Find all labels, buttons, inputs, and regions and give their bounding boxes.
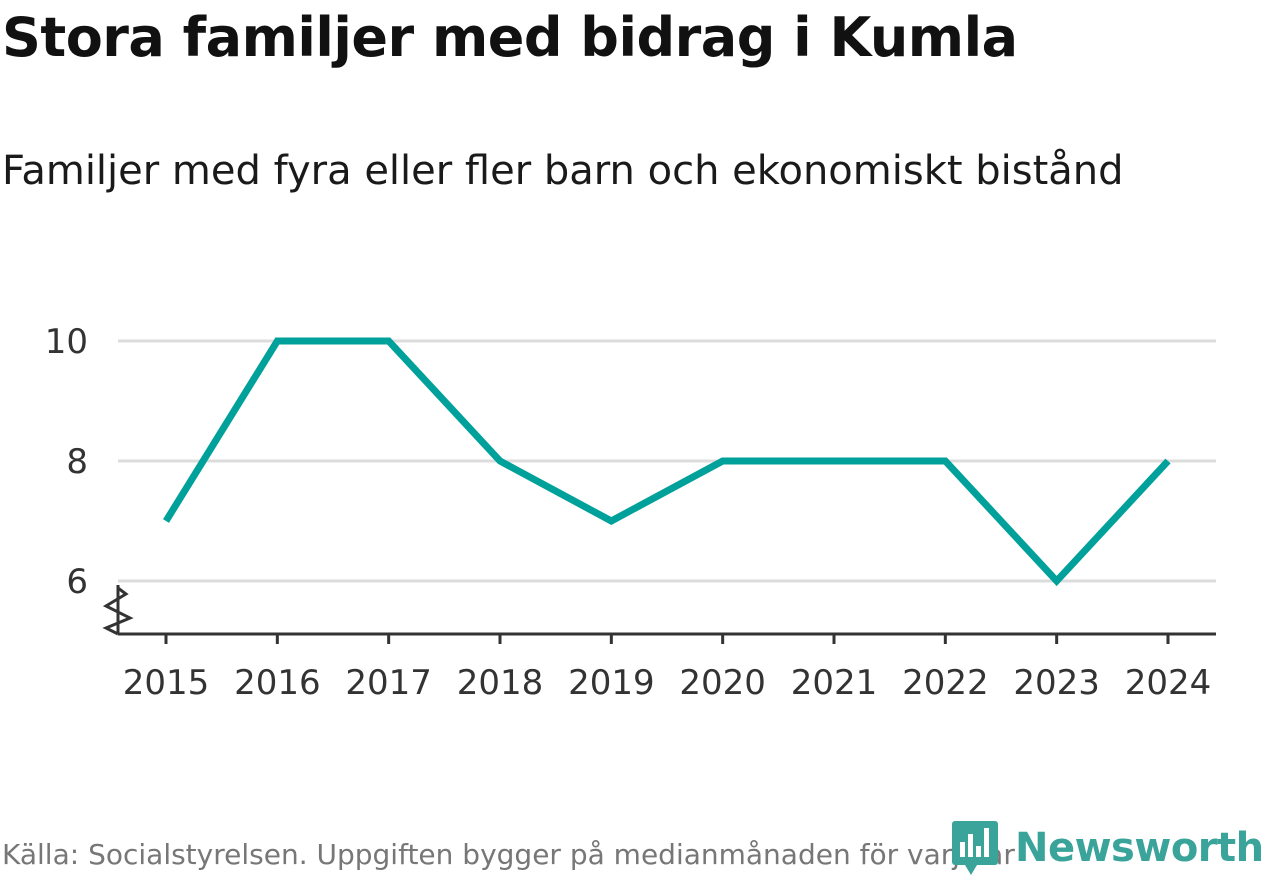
x-tick-label: 2017: [345, 663, 432, 703]
x-tick-label: 2021: [791, 663, 878, 703]
newsworthy-logo-icon: [952, 821, 998, 875]
tick-labels: 6 8 10 2015 2016 2017 2018 2019 2020 2021 2022 2023…: [45, 322, 1212, 703]
x-tick-label: 2023: [1013, 663, 1100, 703]
x-tick-label: 2024: [1125, 663, 1212, 703]
axes: [102, 585, 1216, 644]
y-tick-label: 10: [45, 322, 88, 362]
x-tick-label: 2022: [902, 663, 989, 703]
x-tick-label: 2019: [568, 663, 655, 703]
source-note: Källa: Socialstyrelsen. Uppgiften bygger…: [2, 838, 1015, 871]
y-tick-label: 6: [66, 562, 88, 602]
series-line: [163, 337, 1171, 587]
y-axis-break-marker: [102, 586, 134, 636]
x-tick-label: 2018: [457, 663, 544, 703]
newsworthy-logo: Newsworthy: [951, 818, 1262, 878]
x-tick-label: 2015: [123, 663, 210, 703]
chart-title: Stora familjer med bidrag i Kumla: [2, 6, 1018, 69]
series: [163, 337, 1171, 587]
chart-subtitle: Familjer med fyra eller fler barn och ek…: [2, 148, 1124, 194]
gridlines: [118, 339, 1216, 583]
logo-text: Newsworthy: [1015, 825, 1262, 871]
y-tick-label: 8: [66, 442, 88, 482]
x-tick-label: 2020: [679, 663, 766, 703]
x-tick-label: 2016: [234, 663, 321, 703]
